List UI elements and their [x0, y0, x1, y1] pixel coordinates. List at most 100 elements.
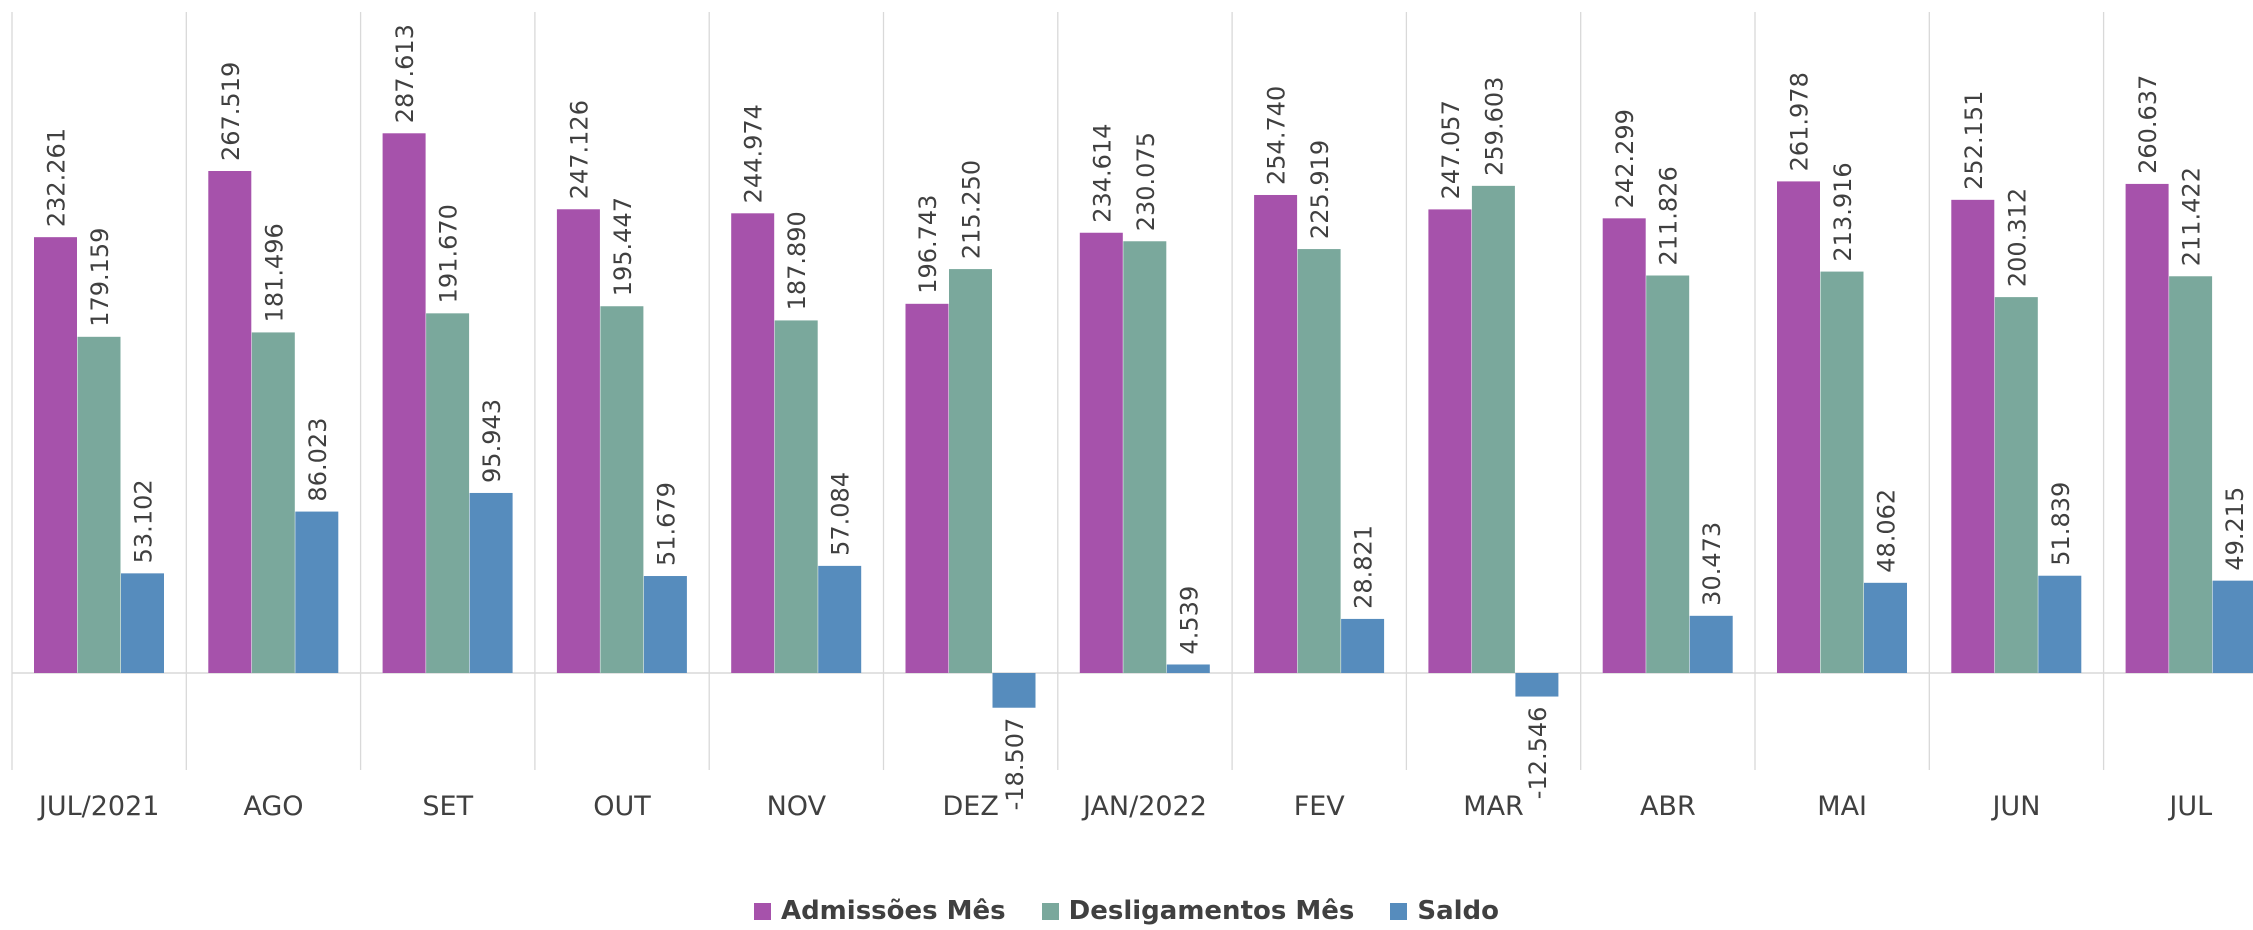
bar	[1079, 232, 1123, 673]
bar	[1166, 664, 1210, 673]
data-label: -12.546	[1524, 707, 1552, 800]
x-tick-label: JAN/2022	[1081, 791, 1207, 822]
bar	[208, 171, 252, 673]
bar	[1602, 218, 1646, 673]
bar	[1515, 673, 1559, 697]
data-label: 234.614	[1088, 123, 1116, 222]
x-tick-label: DEZ	[942, 791, 998, 822]
bar	[426, 313, 470, 673]
data-label: 267.519	[217, 62, 245, 161]
data-label: 254.740	[1263, 86, 1291, 185]
bar	[1297, 249, 1341, 674]
bar	[1341, 618, 1385, 673]
bar	[1646, 275, 1690, 673]
data-label: 260.637	[2134, 75, 2162, 174]
x-tick-label: FEV	[1294, 791, 1346, 822]
legend-item-admissoes: Admissões Mês	[753, 896, 1006, 926]
data-label: 247.126	[565, 100, 593, 199]
bar	[121, 573, 164, 673]
bar	[774, 320, 818, 673]
data-label: 215.250	[958, 160, 986, 259]
legend-swatch-saldo	[1390, 902, 1408, 920]
data-label: 53.102	[130, 479, 158, 563]
x-tick-label: SET	[422, 791, 473, 822]
data-label: 230.075	[1132, 132, 1160, 231]
bar	[949, 269, 992, 673]
x-tick-label: OUT	[593, 791, 651, 822]
data-label: 261.978	[1786, 72, 1814, 171]
x-tick-label: JUL/2021	[37, 791, 160, 822]
data-label: 179.159	[86, 228, 114, 327]
legend-label-desligamentos: Desligamentos Mês	[1068, 896, 1355, 926]
bar	[905, 303, 949, 673]
x-tick-label: MAR	[1463, 791, 1524, 822]
data-label: 187.890	[783, 211, 811, 310]
data-label: 57.084	[827, 472, 855, 556]
bar	[382, 133, 426, 674]
data-label: 181.496	[260, 223, 288, 322]
bar	[818, 565, 862, 673]
data-label: 51.839	[2047, 482, 2075, 566]
data-label: 200.312	[2003, 188, 2031, 287]
data-label: 28.821	[1350, 525, 1378, 609]
bar	[556, 209, 600, 673]
data-label: 48.062	[1873, 489, 1901, 573]
bar	[1428, 209, 1472, 674]
x-tick-label: NOV	[767, 791, 827, 822]
legend-swatch-desligamentos	[1041, 902, 1059, 920]
data-label: 49.215	[2221, 487, 2249, 571]
bar	[1689, 615, 1733, 673]
x-tick-label: JUN	[1990, 791, 2040, 822]
legend-item-desligamentos: Desligamentos Mês	[1041, 896, 1355, 926]
bar	[77, 336, 121, 673]
bar	[1864, 582, 1907, 673]
bar	[2038, 575, 2082, 673]
data-label: 242.299	[1611, 109, 1639, 208]
bar	[2212, 580, 2253, 673]
bar	[1777, 181, 1820, 673]
data-label: -18.507	[1001, 718, 1029, 811]
bar	[1254, 194, 1298, 673]
data-label: 211.826	[1655, 166, 1683, 265]
data-label: 247.057	[1437, 100, 1465, 199]
bar	[295, 511, 339, 673]
bar	[2125, 183, 2169, 673]
data-label: 287.613	[391, 24, 419, 123]
legend-item-saldo: Saldo	[1390, 896, 1499, 926]
bar	[469, 492, 513, 673]
data-label: 211.422	[2178, 167, 2206, 266]
data-label: 195.447	[609, 197, 637, 296]
legend-swatch-admissoes	[753, 902, 771, 920]
bar	[1471, 185, 1515, 673]
x-tick-label: JUL	[2167, 791, 2212, 822]
bar	[600, 306, 644, 673]
data-label: 95.943	[478, 399, 506, 483]
bar	[251, 332, 295, 673]
bar	[643, 576, 687, 673]
legend-label-admissoes: Admissões Mês	[780, 896, 1006, 926]
data-label: 252.151	[1960, 91, 1988, 190]
data-label: 259.603	[1480, 77, 1508, 176]
data-label: 191.670	[435, 204, 463, 303]
bar	[1994, 297, 2038, 673]
x-tick-label: AGO	[243, 791, 303, 822]
bar	[1951, 199, 1995, 673]
bar	[1820, 271, 1864, 673]
bar	[2169, 276, 2213, 673]
bar	[992, 673, 1036, 708]
data-label: 86.023	[304, 418, 332, 502]
bar	[731, 213, 775, 674]
bar	[1123, 241, 1167, 673]
data-label: 244.974	[740, 104, 768, 203]
bar	[34, 237, 77, 673]
legend-label-saldo: Saldo	[1417, 896, 1500, 926]
data-label: 196.743	[914, 195, 942, 294]
data-label: 51.679	[652, 482, 680, 566]
data-label: 4.539	[1175, 586, 1203, 655]
x-tick-label: MAI	[1817, 791, 1867, 822]
data-label: 30.473	[1698, 522, 1726, 606]
x-tick-label: ABR	[1640, 791, 1696, 822]
legend: Admissões Mês Desligamentos Mês Saldo	[0, 896, 2253, 926]
data-label: 225.919	[1306, 140, 1334, 239]
